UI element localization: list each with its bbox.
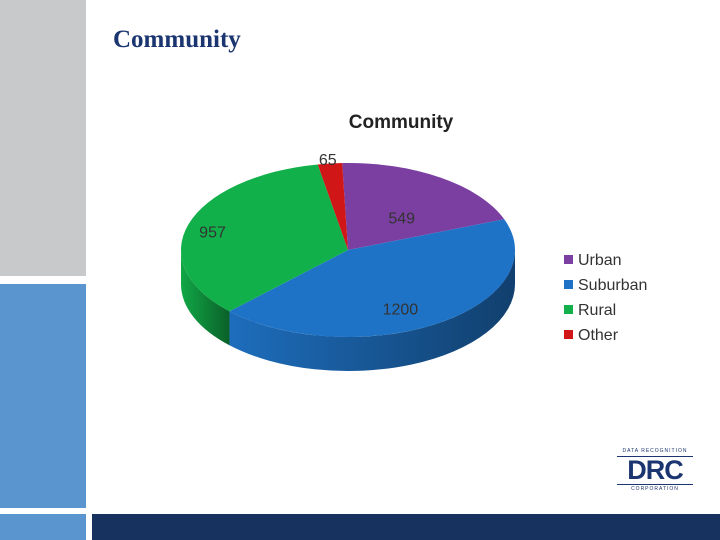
data-label-urban: 549 bbox=[388, 210, 415, 227]
pie-side-suburban-shade bbox=[229, 250, 515, 371]
pie-side-rural-shade bbox=[181, 250, 230, 346]
pie-slice-urban bbox=[342, 163, 505, 250]
pie-chart: Community 549 1200 957 65 Urban Suburban Rura… bbox=[181, 112, 647, 371]
legend-item-suburban: Suburban bbox=[564, 277, 647, 294]
pie-side-walls bbox=[181, 250, 515, 371]
legend-label-urban: Urban bbox=[578, 252, 622, 269]
legend-item-rural: Rural bbox=[564, 302, 616, 319]
chart-legend: Urban Suburban Rural Other bbox=[564, 252, 647, 344]
logo-rule-bottom bbox=[617, 484, 693, 485]
logo-rule-top bbox=[617, 456, 693, 457]
legend-item-other: Other bbox=[564, 327, 619, 344]
legend-label-other: Other bbox=[578, 327, 619, 344]
drc-logo: DATA RECOGNITION DRC CORPORATION bbox=[613, 446, 697, 498]
logo-mark: DRC bbox=[627, 455, 684, 485]
pie-slice-rural bbox=[181, 164, 348, 312]
data-label-other: 65 bbox=[319, 152, 337, 169]
legend-swatch-rural bbox=[564, 305, 573, 314]
pie-data-labels: 549 1200 957 65 bbox=[199, 152, 418, 318]
pie-slices bbox=[181, 163, 515, 337]
legend-swatch-urban bbox=[564, 255, 573, 264]
pie-slice-suburban bbox=[229, 219, 515, 337]
legend-swatch-suburban bbox=[564, 280, 573, 289]
bottom-navy-bar bbox=[92, 514, 720, 540]
chart-title: Community bbox=[349, 112, 454, 133]
slide-title: Community bbox=[113, 26, 241, 53]
left-gray-bar bbox=[0, 0, 86, 276]
legend-label-rural: Rural bbox=[578, 302, 616, 319]
left-blue-bar bbox=[0, 284, 86, 508]
pie-slice-other bbox=[317, 163, 348, 250]
data-label-suburban: 1200 bbox=[383, 302, 419, 319]
bottom-left-blue-bar bbox=[0, 514, 86, 540]
legend-label-suburban: Suburban bbox=[578, 277, 647, 294]
legend-swatch-other bbox=[564, 330, 573, 339]
logo-tagline-bottom: CORPORATION bbox=[631, 486, 679, 492]
logo-tagline-top: DATA RECOGNITION bbox=[622, 448, 688, 454]
data-label-rural: 957 bbox=[199, 224, 226, 241]
legend-item-urban: Urban bbox=[564, 252, 622, 269]
